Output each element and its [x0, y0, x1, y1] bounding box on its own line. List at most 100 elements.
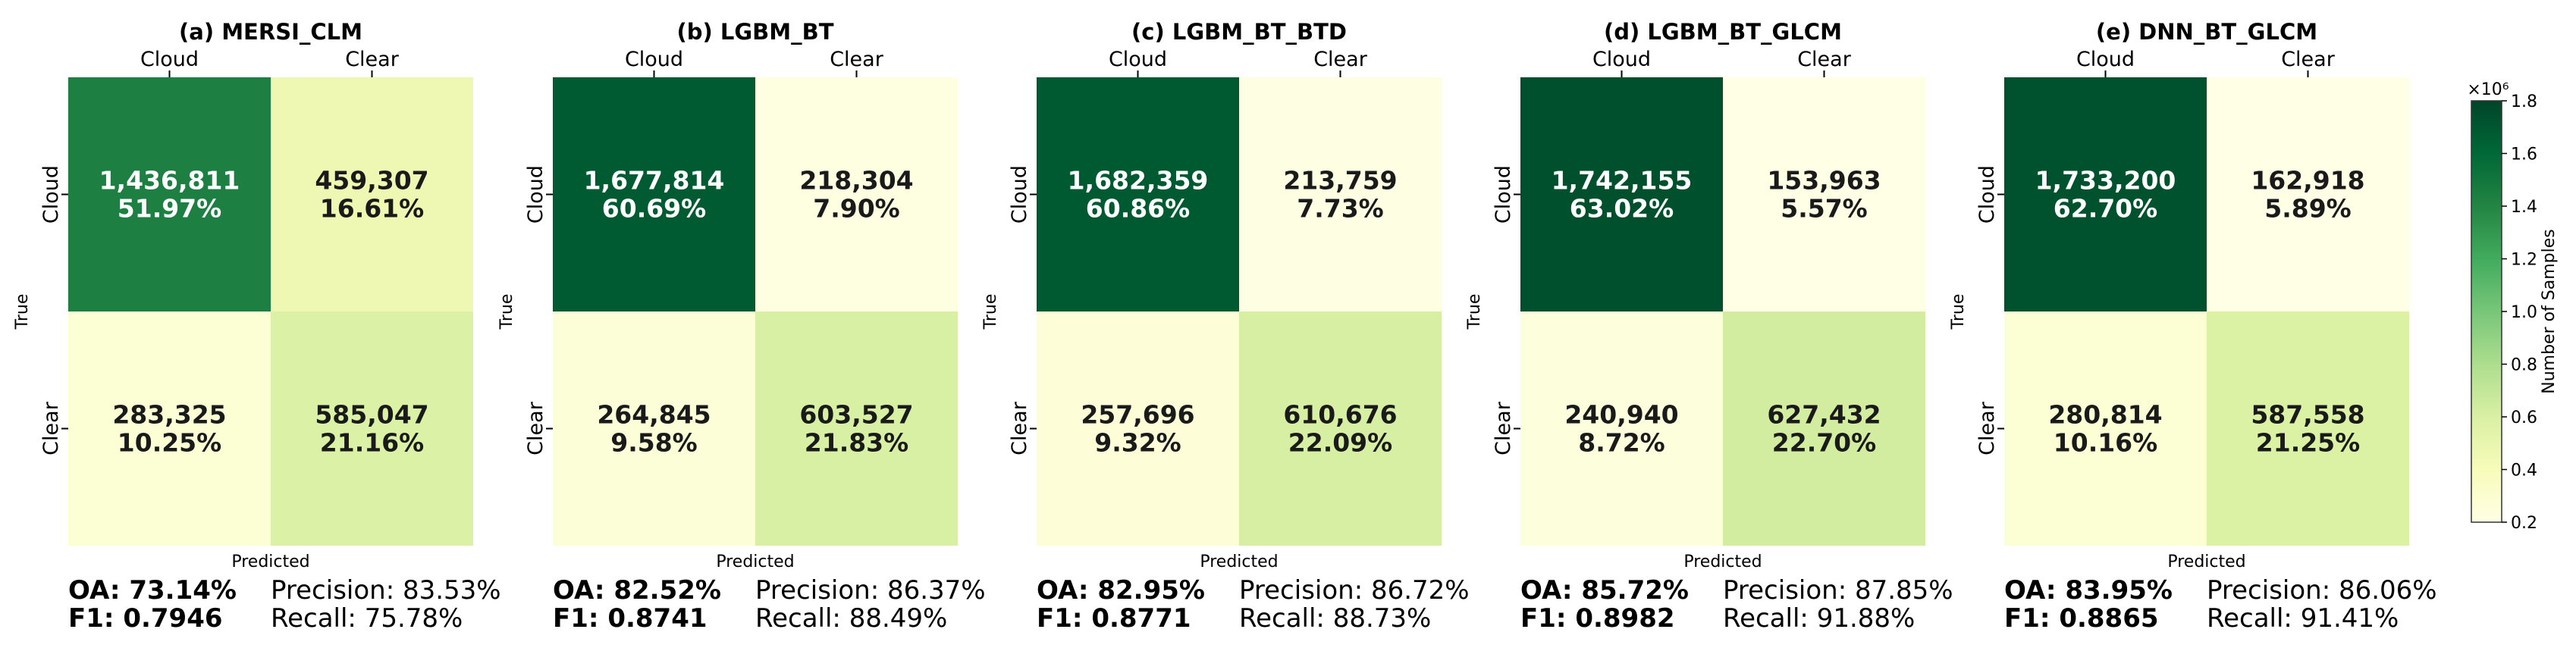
cell-percent-label: 22.70%	[1772, 428, 1876, 458]
col-axis-title: Predicted	[1683, 553, 1762, 571]
cell-count-label: 153,963	[1767, 166, 1881, 196]
colorbar-tick-label: 1.8	[2511, 92, 2537, 111]
cell-percent-label: 8.72%	[1578, 428, 1665, 458]
cell-count-label: 610,676	[1283, 400, 1397, 430]
row-axis-title: True	[13, 294, 32, 330]
colorbar-tick-label: 1.4	[2511, 198, 2537, 217]
cell-count-label: 162,918	[2251, 166, 2364, 196]
cell-count-label: 1,742,155	[1552, 166, 1693, 196]
heatmap-cell	[1239, 77, 1442, 311]
colorbar	[2471, 100, 2502, 523]
cell-percent-label: 10.16%	[2054, 428, 2157, 458]
col-tick-label: Cloud	[140, 48, 199, 71]
heatmap-cell	[1037, 311, 1239, 546]
cell-count-label: 1,677,814	[584, 166, 725, 196]
f1-metric: F1: 0.8771	[1037, 603, 1191, 634]
cell-percent-label: 9.32%	[1094, 428, 1181, 458]
cell-count-label: 257,696	[1081, 400, 1194, 430]
cell-percent-label: 16.61%	[320, 194, 424, 224]
row-axis-title: True	[1465, 294, 1484, 330]
colorbar-tick-label: 0.6	[2511, 409, 2537, 427]
row-tick-label: Cloud	[524, 165, 548, 224]
cell-percent-label: 9.58%	[610, 428, 698, 458]
col-tick-label: Cloud	[2076, 48, 2135, 71]
panel-title: (e) DNN_BT_GLCM	[2096, 19, 2317, 45]
oa-metric: OA: 85.72%	[1520, 575, 1689, 606]
cell-percent-label: 5.57%	[1781, 194, 1868, 224]
f1-metric: F1: 0.8741	[553, 603, 708, 634]
cell-count-label: 213,759	[1283, 166, 1397, 196]
oa-metric: OA: 83.95%	[2004, 575, 2173, 606]
row-axis-title: True	[1949, 294, 1968, 330]
row-tick-label: Cloud	[1975, 165, 1999, 224]
recall-metric: Recall: 91.88%	[1723, 603, 1915, 634]
heatmap-cell	[1520, 311, 1723, 546]
cell-count-label: 283,325	[112, 400, 226, 430]
heatmap-cell	[553, 311, 755, 546]
cell-percent-label: 60.69%	[602, 194, 706, 224]
heatmap-cell	[2207, 311, 2409, 546]
row-tick-label: Clear	[1008, 401, 1031, 455]
cell-percent-label: 21.25%	[2256, 428, 2360, 458]
heatmap-cell	[553, 77, 755, 311]
cell-count-label: 587,558	[2251, 400, 2364, 430]
col-axis-title: Predicted	[231, 553, 309, 571]
f1-metric: F1: 0.8982	[1520, 603, 1675, 634]
cell-percent-label: 10.25%	[118, 428, 221, 458]
heatmap-cell	[68, 77, 271, 311]
f1-metric: F1: 0.8865	[2004, 603, 2159, 634]
heatmap-cell	[755, 311, 958, 546]
heatmap-cell	[1239, 311, 1442, 546]
colorbar-tick-label: 1.6	[2511, 146, 2537, 164]
heatmap-cell	[2207, 77, 2409, 311]
recall-metric: Recall: 88.73%	[1239, 603, 1431, 634]
row-axis-title: True	[981, 294, 1000, 330]
row-tick-label: Clear	[524, 401, 548, 455]
cell-count-label: 1,733,200	[2035, 166, 2176, 196]
col-axis-title: Predicted	[716, 553, 794, 571]
cell-count-label: 218,304	[799, 166, 913, 196]
panel-title: (c) LGBM_BT_BTD	[1131, 19, 1347, 45]
cell-count-label: 603,527	[799, 400, 913, 430]
cell-percent-label: 7.90%	[813, 194, 900, 224]
row-tick-label: Cloud	[1008, 165, 1031, 224]
recall-metric: Recall: 75.78%	[271, 603, 463, 634]
oa-metric: OA: 82.52%	[553, 575, 721, 606]
cell-percent-label: 21.16%	[320, 428, 424, 458]
cell-percent-label: 7.73%	[1297, 194, 1384, 224]
colorbar-tick-label: 0.2	[2511, 514, 2537, 533]
precision-metric: Precision: 86.37%	[755, 575, 986, 606]
precision-metric: Precision: 86.72%	[1239, 575, 1470, 606]
cell-percent-label: 60.86%	[1086, 194, 1190, 224]
cell-count-label: 240,940	[1564, 400, 1678, 430]
precision-metric: Precision: 83.53%	[271, 575, 501, 606]
heatmap-cell	[755, 77, 958, 311]
col-tick-label: Clear	[1797, 48, 1852, 71]
heatmap-cell	[271, 311, 473, 546]
col-tick-label: Clear	[1313, 48, 1368, 71]
cell-percent-label: 63.02%	[1570, 194, 1674, 224]
heatmap-cell	[68, 311, 271, 546]
panel-title: (d) LGBM_BT_GLCM	[1604, 19, 1842, 45]
col-axis-title: Predicted	[1200, 553, 1278, 571]
colorbar-tick-label: 1.0	[2511, 303, 2537, 322]
recall-metric: Recall: 91.41%	[2207, 603, 2399, 634]
cell-count-label: 627,432	[1767, 400, 1881, 430]
heatmap-cell	[1723, 311, 1925, 546]
heatmap-cell	[2004, 77, 2207, 311]
panel-title: (b) LGBM_BT	[677, 19, 834, 45]
cell-percent-label: 51.97%	[118, 194, 221, 224]
col-tick-label: Clear	[2281, 48, 2336, 71]
cell-count-label: 1,436,811	[99, 166, 240, 196]
f1-metric: F1: 0.7946	[68, 603, 223, 634]
heatmap-cell	[2004, 311, 2207, 546]
col-axis-title: Predicted	[2167, 553, 2245, 571]
cell-percent-label: 21.83%	[805, 428, 908, 458]
heatmap-cell	[1037, 77, 1239, 311]
row-tick-label: Clear	[1975, 401, 1999, 455]
col-tick-label: Cloud	[625, 48, 683, 71]
cell-percent-label: 5.89%	[2264, 194, 2352, 224]
col-tick-label: Cloud	[1109, 48, 1167, 71]
colorbar-tick-label: 0.4	[2511, 462, 2537, 481]
